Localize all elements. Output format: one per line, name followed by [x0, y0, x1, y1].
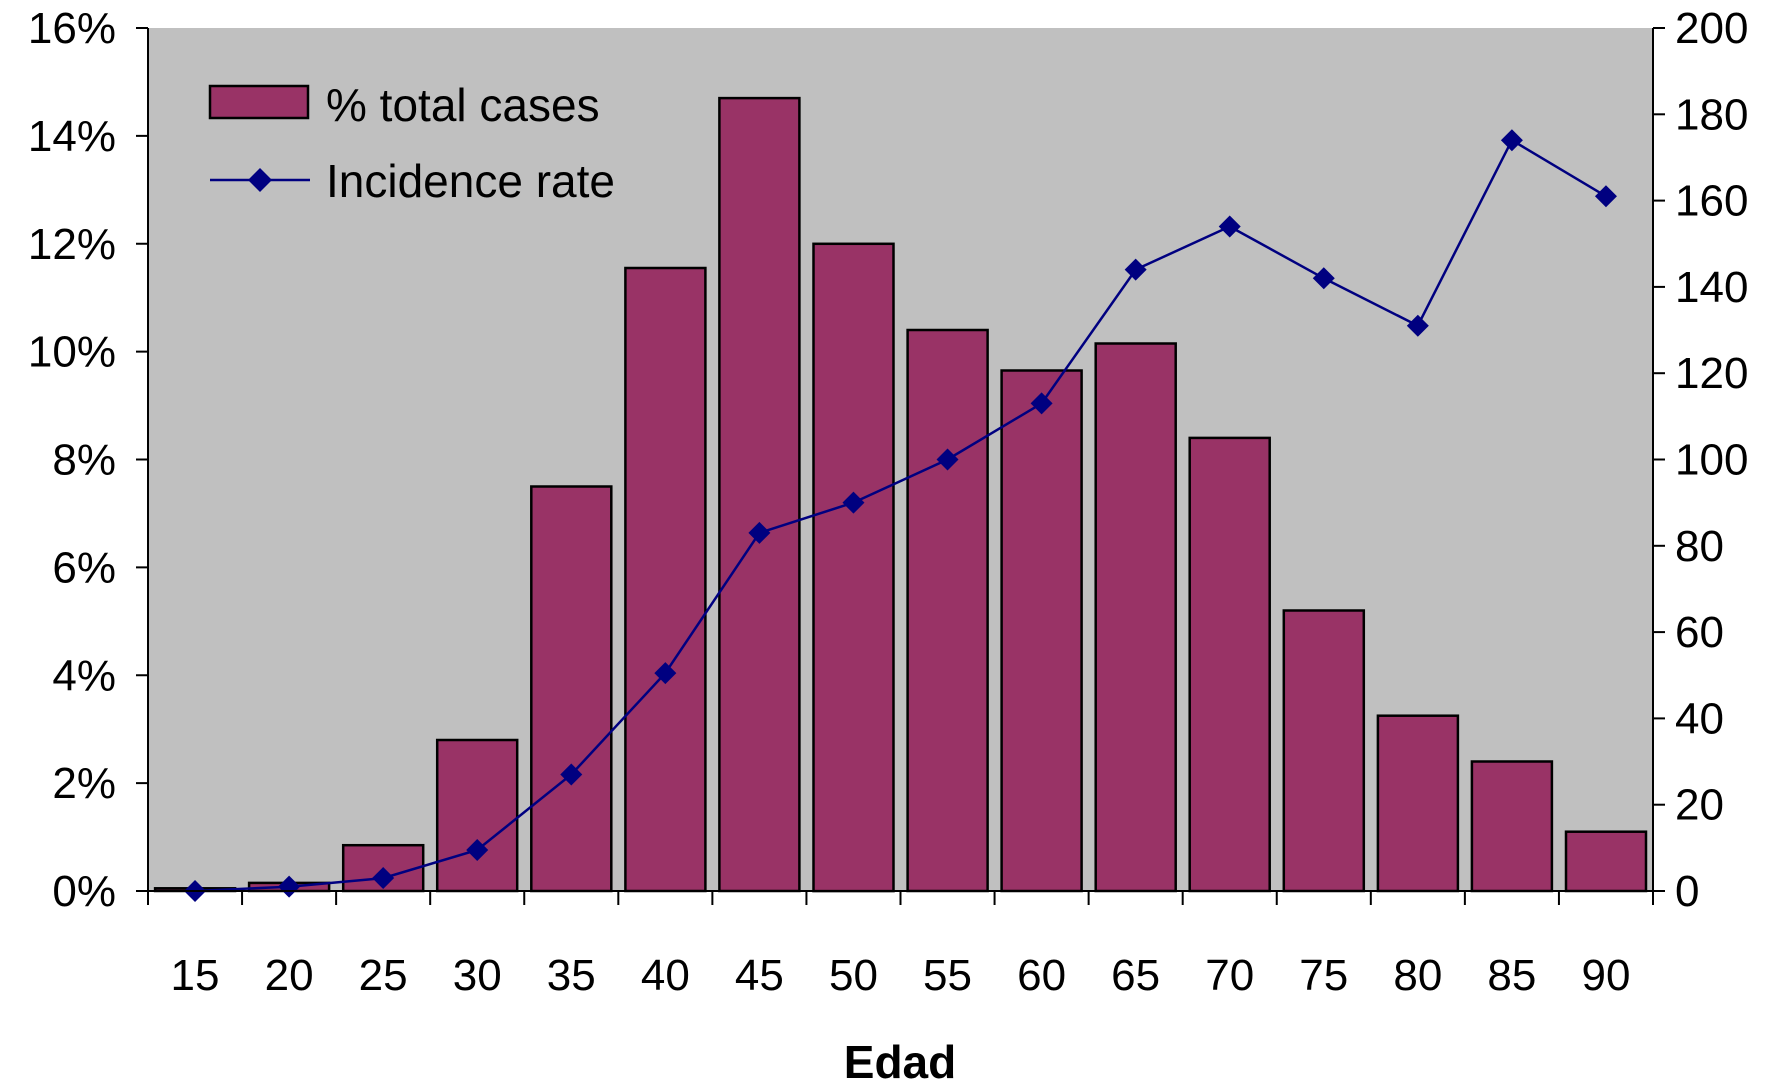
incidence-point-90 [1594, 185, 1617, 208]
legend: % total cases Incidence rate [208, 79, 615, 207]
bar-30 [435, 738, 519, 893]
legend-label-total-cases: % total cases [326, 79, 600, 131]
x-tick-label: 45 [735, 951, 784, 1000]
bar-90 [1564, 830, 1648, 893]
right-tick-label: 180 [1675, 90, 1748, 139]
left-tick-label: 6% [52, 543, 116, 592]
right-tick-label: 200 [1675, 4, 1748, 53]
incidence-point-55 [936, 448, 959, 471]
left-tick-label: 16% [28, 4, 116, 53]
bar-50 [812, 242, 895, 893]
right-tick-label: 0 [1675, 867, 1699, 916]
legend-swatch-bar [208, 84, 310, 120]
incidence-point-25 [372, 867, 395, 890]
bar-45 [718, 96, 801, 893]
right-tick-label: 100 [1675, 436, 1748, 485]
x-tick-label: 35 [547, 951, 596, 1000]
left-tick-label: 0% [52, 867, 116, 916]
x-tick-label: 15 [171, 951, 220, 1000]
bar-85 [1470, 760, 1554, 893]
right-tick-label: 20 [1675, 781, 1724, 830]
incidence-point-60 [1030, 392, 1053, 415]
bar-75 [1282, 609, 1366, 893]
bar-70 [1188, 436, 1271, 893]
axes-layer: 0% 2% 4% 6% 8% 10% 12% 14% 16% 0 20 40 60 80 100 120 140… [28, 4, 1749, 1000]
left-tick-label: 2% [52, 759, 116, 808]
x-tick-label: 70 [1205, 951, 1254, 1000]
left-tick-label: 4% [52, 651, 116, 700]
x-tick-label: 75 [1299, 951, 1348, 1000]
left-tick-label: 14% [28, 112, 116, 161]
incidence-point-20 [278, 875, 301, 898]
incidence-point-65 [1124, 258, 1147, 281]
left-tick-label: 8% [52, 436, 116, 485]
bar-60 [1000, 369, 1083, 893]
x-tick-label: 30 [453, 951, 502, 1000]
bar-55 [906, 328, 989, 893]
incidence-point-40 [654, 662, 677, 685]
bars-layer [153, 96, 1648, 893]
incidence-point-70 [1218, 215, 1241, 238]
incidence-point-50 [842, 491, 865, 514]
right-tick-label: 140 [1675, 263, 1748, 312]
bar-65 [1094, 342, 1177, 893]
right-tick-label: 160 [1675, 177, 1748, 226]
x-tick-label: 80 [1393, 951, 1442, 1000]
x-tick-label: 25 [359, 951, 408, 1000]
incidence-point-30 [466, 839, 489, 862]
x-tick-label: 90 [1581, 951, 1630, 1000]
x-tick-label: 40 [641, 951, 690, 1000]
x-tick-label: 20 [265, 951, 314, 1000]
x-tick-label: 60 [1017, 951, 1066, 1000]
left-tick-label: 10% [28, 328, 116, 377]
bar-35 [530, 485, 613, 893]
incidence-point-85 [1500, 129, 1523, 152]
bar-80 [1376, 714, 1460, 893]
left-tick-label: 12% [28, 220, 116, 269]
incidence-point-35 [560, 763, 583, 786]
bar-40 [624, 266, 707, 893]
x-axis-title: Edad [844, 1036, 956, 1085]
incidence-point-45 [748, 521, 771, 544]
right-tick-label: 120 [1675, 349, 1748, 398]
legend-label-incidence-rate: Incidence rate [326, 155, 615, 207]
incidence-point-75 [1312, 267, 1335, 290]
x-tick-label: 55 [923, 951, 972, 1000]
incidence-rate-line [194, 138, 1607, 893]
right-tick-label: 60 [1675, 608, 1724, 657]
x-tick-label: 50 [829, 951, 878, 1000]
right-tick-label: 40 [1675, 694, 1724, 743]
x-tick-label: 85 [1487, 951, 1536, 1000]
legend-marker-diamond-icon [248, 168, 272, 192]
incidence-point-80 [1406, 314, 1429, 337]
x-tick-label: 65 [1111, 951, 1160, 1000]
right-tick-label: 80 [1675, 522, 1724, 571]
